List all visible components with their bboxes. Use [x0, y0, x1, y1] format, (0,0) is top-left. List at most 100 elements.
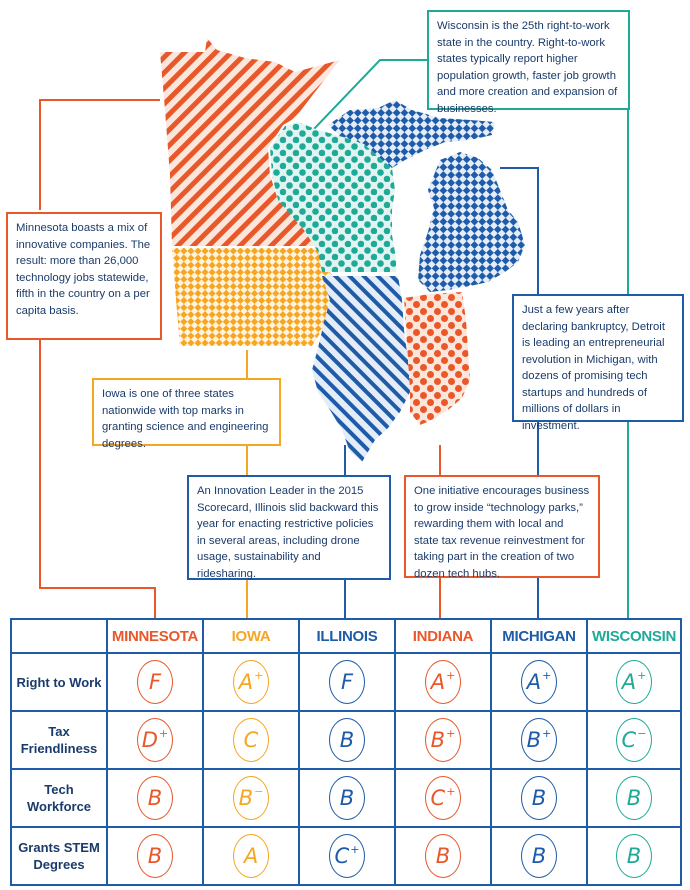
- grade-letter: F: [340, 670, 354, 694]
- grade-letter: C: [430, 786, 446, 810]
- grade-modifier: +: [637, 668, 647, 682]
- grade-cell-michigan: B: [490, 768, 588, 828]
- grade-table-header: MINNESOTA IOWA ILLINOIS INDIANA MICHIGAN…: [10, 618, 682, 654]
- grade-cell-illinois: C +: [298, 826, 396, 886]
- grade-letter: C: [621, 728, 637, 752]
- grade-circle: A +: [521, 660, 557, 704]
- grade-modifier: +: [350, 842, 360, 856]
- grade-cell-wisconsin: A +: [586, 652, 682, 712]
- grade-circle: A +: [616, 660, 652, 704]
- grade-circle: A +: [425, 660, 461, 704]
- grade-cell-indiana: A +: [394, 652, 492, 712]
- row-label: Tax Friendliness: [10, 710, 108, 770]
- grade-cell-wisconsin: B: [586, 826, 682, 886]
- iowa-callout: Iowa is one of three states nationwide w…: [92, 378, 281, 450]
- grade-letter: A: [621, 670, 637, 694]
- grade-letter: A: [526, 670, 542, 694]
- grade-circle: B: [616, 834, 652, 878]
- michigan-callout: Just a few years after declaring bankrup…: [512, 294, 684, 432]
- header-minnesota: MINNESOTA: [106, 618, 204, 654]
- grade-modifier: −: [637, 726, 647, 740]
- grade-letter: A: [243, 844, 259, 868]
- grade-letter: B: [238, 786, 254, 810]
- grade-circle: B: [521, 776, 557, 820]
- grade-letter: B: [531, 786, 547, 810]
- minnesota-connector-down: [39, 340, 156, 618]
- grade-cell-iowa: B −: [202, 768, 300, 828]
- grade-circle: C −: [616, 718, 652, 762]
- grade-circle: B: [329, 776, 365, 820]
- michigan-upper-shape: [328, 100, 495, 168]
- grade-letter: B: [147, 844, 163, 868]
- grade-letter: B: [526, 728, 542, 752]
- grade-letter: F: [148, 670, 162, 694]
- grade-modifier: +: [542, 726, 552, 740]
- grade-circle: B −: [233, 776, 269, 820]
- grade-cell-illinois: B: [298, 710, 396, 770]
- illinois-shape: [312, 276, 410, 462]
- grade-letter: B: [339, 786, 355, 810]
- header-wisconsin: WISCONSIN: [586, 618, 682, 654]
- grade-letter: B: [147, 786, 163, 810]
- grade-letter: A: [238, 670, 254, 694]
- grade-letter: B: [626, 844, 642, 868]
- grade-circle: C +: [425, 776, 461, 820]
- illinois-callout: An Innovation Leader in the 2015 Scoreca…: [187, 475, 391, 580]
- grade-circle: B +: [521, 718, 557, 762]
- grade-cell-michigan: B +: [490, 710, 588, 770]
- grade-cell-iowa: A: [202, 826, 300, 886]
- michigan-lower-shape: [418, 152, 525, 292]
- midwest-map: [39, 38, 629, 618]
- indiana-callout: One initiative encourages business to gr…: [404, 475, 600, 580]
- wisconsin-shape: [270, 122, 396, 272]
- grade-letter: B: [435, 844, 451, 868]
- iowa-shape: [172, 248, 334, 346]
- header-iowa: IOWA: [202, 618, 300, 654]
- iowa-callout-text: Iowa is one of three states nationwide w…: [102, 388, 269, 450]
- grade-cell-wisconsin: B: [586, 768, 682, 828]
- grade-cell-iowa: A +: [202, 652, 300, 712]
- grade-circle: B: [137, 776, 173, 820]
- grade-cell-minnesota: D +: [106, 710, 204, 770]
- grade-letter: C: [334, 844, 350, 868]
- wisconsin-callout-text: Wisconsin is the 25th right-to-work stat…: [437, 20, 618, 115]
- grade-circle: B: [137, 834, 173, 878]
- michigan-connector: [500, 167, 539, 294]
- grade-cell-illinois: F: [298, 652, 396, 712]
- grade-cell-iowa: C: [202, 710, 300, 770]
- grade-modifier: +: [158, 726, 169, 740]
- grade-circle: B: [616, 776, 652, 820]
- grade-cell-wisconsin: C −: [586, 710, 682, 770]
- grade-modifier: +: [446, 726, 456, 740]
- grade-circle: A: [233, 834, 269, 878]
- minnesota-connector: [39, 99, 160, 210]
- header-empty: [10, 618, 108, 654]
- indiana-shape: [404, 292, 470, 425]
- grade-circle: F: [329, 660, 365, 704]
- grade-circle: F: [137, 660, 173, 704]
- grade-cell-michigan: A +: [490, 652, 588, 712]
- grade-modifier: +: [542, 668, 552, 682]
- grade-row: Right to Work F A + F A + A + A +: [10, 652, 682, 712]
- grade-modifier: +: [446, 668, 456, 682]
- row-label: Tech Workforce: [10, 768, 108, 828]
- grade-cell-indiana: C +: [394, 768, 492, 828]
- row-label: Right to Work: [10, 652, 108, 712]
- grade-circle: C: [233, 718, 269, 762]
- grade-cell-indiana: B: [394, 826, 492, 886]
- grade-cell-indiana: B +: [394, 710, 492, 770]
- wisconsin-connector: [312, 59, 427, 131]
- grade-circle: B: [329, 718, 365, 762]
- grade-cell-minnesota: B: [106, 826, 204, 886]
- grade-letter: D: [141, 728, 158, 752]
- grade-letter: A: [430, 670, 446, 694]
- grade-cell-minnesota: F: [106, 652, 204, 712]
- grade-row: Grants STEM Degrees B A C + B B B: [10, 826, 682, 886]
- grade-letter: C: [243, 728, 259, 752]
- michigan-callout-text: Just a few years after declaring bankrup…: [522, 304, 665, 432]
- minnesota-callout-text: Minnesota boasts a mix of innovative com…: [16, 222, 151, 317]
- grade-letter: B: [430, 728, 446, 752]
- grade-circle: B: [425, 834, 461, 878]
- grade-modifier: −: [254, 784, 264, 798]
- grade-cell-michigan: B: [490, 826, 588, 886]
